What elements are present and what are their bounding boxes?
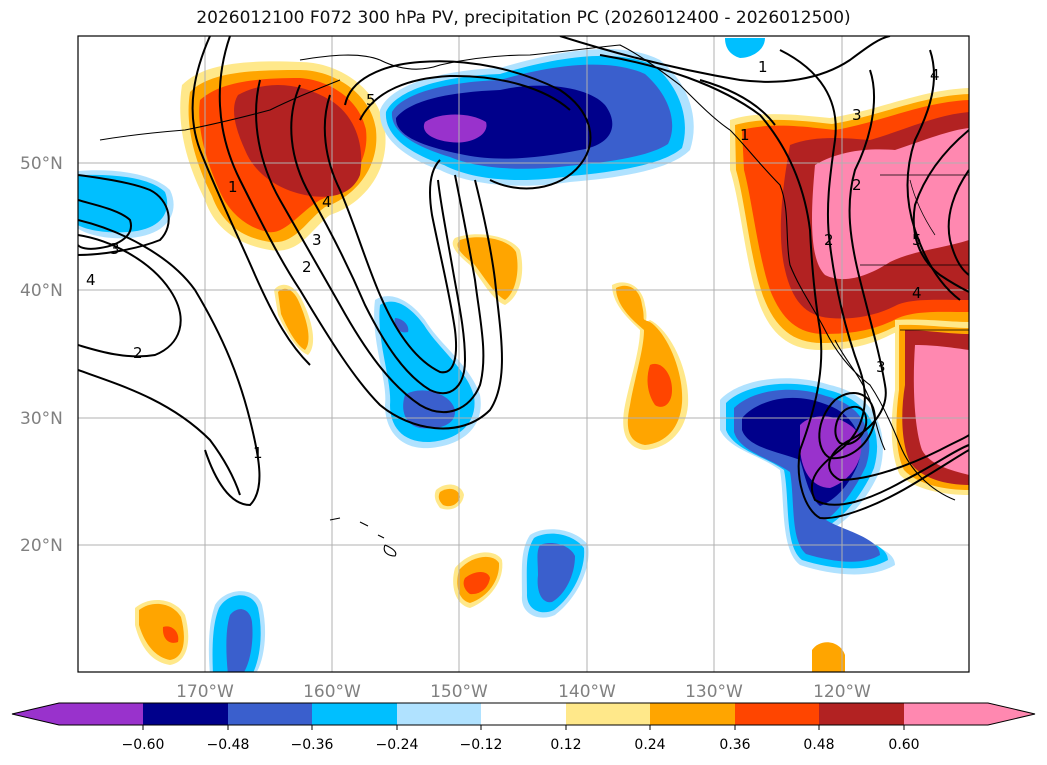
precip-blob-southwest [135, 599, 189, 665]
border-states [909, 179, 936, 236]
lon-label-160w: 160°W [303, 682, 361, 702]
precip-blob-small-3b [438, 488, 460, 507]
contour-label: 3 [852, 106, 862, 124]
colorbar-tick-label: 0.36 [719, 737, 750, 753]
lon-label-150w: 150°W [430, 682, 488, 702]
contour-label: 2 [133, 344, 143, 362]
lon-label-120w: 120°W [813, 682, 871, 702]
contour-label: 3 [312, 231, 322, 249]
colorbar: −0.60 −0.48 −0.36 −0.24 −0.12 0.12 0.24 … [11, 702, 1036, 753]
precip-blob-mexico [891, 319, 969, 495]
pv-contour-path [699, 79, 776, 126]
colorbar-segment-pos048 [819, 703, 904, 725]
contour-label: 3 [110, 240, 120, 258]
lon-label-140w: 140°W [558, 682, 616, 702]
pv-contour-path [78, 219, 261, 507]
contour-label: 2 [824, 231, 834, 249]
colorbar-tick-label: −0.36 [291, 737, 334, 753]
colorbar-tick-label: 0.24 [634, 737, 665, 753]
colorbar-segment-neg048 [228, 703, 312, 725]
pv-contour-path [779, 49, 969, 506]
contour-label-group: 1 2 3 4 5 1 2 4 1 3 4 2 1 3 5 2 4 3 [86, 58, 940, 462]
precip-blob-southwest-blue [208, 591, 266, 672]
contour-label: 4 [322, 193, 332, 211]
precip-blob-west-edge [78, 170, 174, 239]
precip-blob-bottom [812, 642, 845, 672]
coastline-alaska [299, 44, 731, 131]
lat-label-20n: 20°N [20, 536, 63, 556]
contour-label: 4 [86, 271, 96, 289]
precip-blob-north [379, 48, 694, 186]
pv-contour-path [818, 391, 877, 460]
contour-label: 1 [228, 178, 238, 196]
lat-label-50n: 50°N [20, 154, 63, 174]
pv-contour-path [828, 69, 969, 482]
contour-label: 5 [912, 231, 922, 249]
colorbar-tick-label: −0.24 [376, 737, 419, 753]
colorbar-ticks [142, 725, 905, 730]
colorbar-segment-pos036 [735, 703, 819, 725]
pv-contour-path [290, 84, 467, 395]
colorbar-tick-label: 0.60 [888, 737, 919, 753]
contour-label: 1 [758, 58, 768, 76]
precip-blob-south-central [453, 552, 503, 608]
precipitation-field [78, 38, 969, 672]
colorbar-segment-neg024 [397, 703, 481, 725]
pv-contour-path [947, 169, 969, 276]
pv-contour-path [78, 199, 132, 250]
precip-blob-top [725, 38, 765, 58]
colorbar-outline [11, 702, 1036, 726]
pv-contour-path [912, 129, 969, 293]
colorbar-segment-pos012 [566, 703, 650, 725]
pv-contour-path [559, 36, 891, 83]
graticule [78, 36, 969, 672]
pv-contour-path [218, 36, 503, 430]
pv-contour-path [323, 94, 458, 374]
colorbar-segment-neutral [481, 703, 566, 725]
border-lines [860, 174, 969, 331]
colorbar-tick-label: −0.12 [460, 737, 503, 753]
precip-blob-east-pacific [612, 282, 689, 450]
pv-contour-path [78, 369, 241, 496]
precip-blob-southeast [720, 378, 895, 575]
pv-contours [78, 36, 969, 520]
colorbar-segment-neg-extend [12, 703, 143, 725]
map-title: 2026012100 F072 300 hPa PV, precipitatio… [196, 8, 851, 28]
colorbar-segment-neg060 [143, 703, 228, 725]
contour-label: 4 [912, 284, 922, 302]
precip-blob-small-2b [457, 237, 518, 300]
pv-contour-path [834, 405, 868, 445]
colorbar-segment-pos-extend [904, 703, 1035, 725]
contour-label: 2 [852, 176, 862, 194]
lon-label-170w: 170°W [176, 682, 234, 702]
contour-label: 5 [366, 91, 376, 109]
contour-label: 2 [302, 258, 312, 276]
lat-label-40n: 40°N [20, 281, 63, 301]
contour-label: 1 [253, 444, 263, 462]
contour-label: 4 [930, 66, 940, 84]
map-frame [77, 35, 970, 673]
lon-label-130w: 130°W [685, 682, 743, 702]
pv-contour-path [359, 74, 571, 121]
colorbar-tick-label: 0.12 [550, 737, 581, 753]
colorbar-tick-label: −0.48 [207, 737, 250, 753]
pv-contour-path [255, 79, 485, 414]
lat-label-30n: 30°N [20, 409, 63, 429]
coastline-north-america [729, 129, 956, 501]
colorbar-tick-label: 0.48 [803, 737, 834, 753]
precip-blob-small-1b [278, 288, 309, 350]
coastline-hawaii [329, 517, 397, 557]
contour-label: 3 [876, 358, 886, 376]
colorbar-segment-neg036 [312, 703, 397, 725]
pv-contour-path [78, 234, 182, 358]
colorbar-tick-label: −0.60 [122, 737, 165, 753]
pv-contour-path [78, 174, 170, 256]
precip-blob-south-blue [521, 529, 589, 618]
pv-contour-path [191, 36, 311, 366]
pv-contour-path [344, 60, 592, 190]
pv-contour-path [599, 54, 969, 520]
contour-label: 1 [740, 126, 750, 144]
colorbar-segment-pos024 [650, 703, 735, 725]
